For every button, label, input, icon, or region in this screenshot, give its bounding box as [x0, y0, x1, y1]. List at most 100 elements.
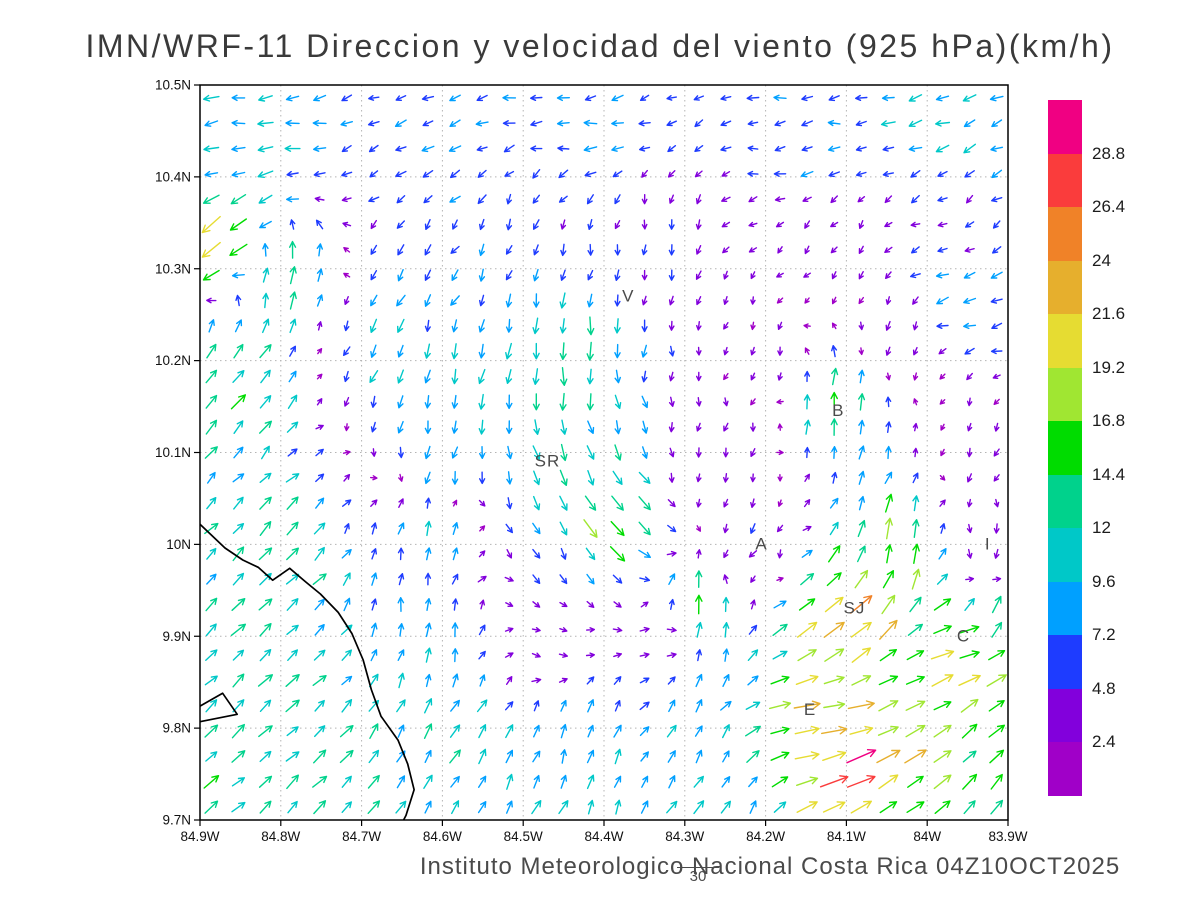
wind-arrow — [935, 95, 950, 102]
wind-arrow — [776, 297, 784, 304]
wind-arrow — [423, 195, 433, 204]
wind-arrow — [696, 549, 702, 559]
wind-arrow — [822, 801, 846, 813]
wind-arrow — [936, 322, 949, 329]
wind-arrow — [990, 271, 1003, 279]
wind-arrow — [397, 597, 405, 612]
wind-arrow — [749, 523, 756, 534]
wind-arrow — [533, 700, 540, 712]
wind-arrow — [505, 293, 513, 308]
wind-arrow — [367, 800, 381, 814]
wind-arrow — [821, 725, 848, 735]
wind-arrow — [369, 723, 379, 739]
wind-arrow — [695, 570, 703, 588]
colorbar-label: 24 — [1092, 250, 1111, 270]
wind-arrow — [204, 675, 218, 686]
wind-arrow — [831, 471, 838, 484]
wind-arrow — [506, 420, 513, 434]
wind-arrow — [424, 219, 431, 230]
wind-arrow — [967, 498, 973, 508]
wind-arrow — [831, 322, 837, 330]
wind-arrow — [316, 398, 323, 406]
wind-arrow — [425, 673, 432, 688]
wind-arrow — [777, 346, 783, 356]
wind-arrow — [587, 219, 594, 230]
wind-arrow — [777, 474, 783, 482]
colorbar-label: 2.4 — [1092, 732, 1116, 752]
wind-arrow — [287, 800, 298, 814]
wind-arrow — [667, 676, 676, 685]
axes: 84.9W 84.8W 84.7W 84.6W 84.5W 84.4W 84.3W 84.2W… — [155, 78, 1028, 845]
wind-arrow — [343, 320, 350, 332]
wind-arrow — [612, 170, 623, 178]
wind-arrow — [450, 245, 460, 254]
wind-arrow — [940, 448, 946, 457]
wind-arrow — [532, 522, 541, 535]
wind-arrow — [207, 471, 216, 484]
wind-arrow — [450, 699, 460, 712]
colorbar-label: 16.8 — [1092, 411, 1126, 431]
wind-arrow — [885, 396, 892, 408]
wind-arrow — [202, 194, 220, 204]
wind-arrow — [641, 244, 648, 256]
wind-arrow — [988, 700, 1005, 712]
wind-arrow — [884, 195, 893, 204]
wind-arrow — [695, 594, 703, 615]
wind-arrow — [560, 443, 568, 462]
wind-arrow — [748, 550, 758, 558]
wind-arrow — [261, 445, 270, 460]
wind-arrow — [641, 344, 648, 358]
wind-arrow — [231, 119, 246, 127]
wind-arrow — [583, 519, 598, 538]
wind-arrow — [667, 750, 676, 763]
wind-arrow — [317, 348, 323, 355]
coastline-path — [199, 692, 239, 723]
wind-arrow — [533, 774, 540, 789]
wind-arrow — [502, 94, 517, 102]
wind-arrow — [506, 471, 513, 485]
city-label: B — [832, 401, 844, 420]
wind-arrow — [231, 94, 246, 102]
wind-arrow — [776, 449, 784, 456]
wind-arrow — [745, 701, 761, 710]
wind-arrow — [206, 297, 217, 304]
wind-arrow — [801, 549, 813, 558]
wind-arrow — [905, 700, 926, 711]
wind-arrow — [556, 94, 570, 102]
wind-arrow — [558, 169, 569, 179]
footer-text: Instituto Meteorologico Nacional Costa R… — [419, 853, 1121, 880]
wind-arrow — [559, 574, 568, 585]
wind-arrow — [612, 627, 623, 633]
wind-arrow — [478, 419, 486, 435]
wind-arrow — [558, 195, 568, 203]
wind-arrow — [913, 398, 919, 406]
wind-arrow — [774, 145, 786, 152]
wind-arrow — [478, 748, 487, 765]
wind-arrow — [479, 446, 486, 459]
wind-arrow — [828, 545, 841, 563]
wind-arrow — [449, 119, 461, 127]
x-axis-label: 84.2W — [746, 829, 785, 844]
wind-arrow — [939, 523, 946, 534]
wind-arrow — [695, 219, 702, 230]
wind-arrow — [533, 470, 541, 486]
wind-arrow — [993, 498, 1000, 508]
wind-arrow — [641, 194, 648, 205]
wind-arrow — [449, 195, 461, 203]
wind-arrow — [828, 171, 840, 178]
wind-arrow — [398, 498, 404, 508]
wind-arrow — [370, 294, 378, 307]
wind-arrow — [505, 394, 513, 410]
wind-arrow — [694, 119, 704, 128]
wind-arrow — [827, 145, 841, 152]
wind-arrow — [884, 221, 893, 228]
wind-arrow — [878, 774, 899, 790]
wind-arrow — [314, 624, 325, 636]
wind-arrow — [614, 343, 621, 359]
wind-arrow — [233, 496, 244, 510]
wind-arrow — [722, 246, 730, 254]
wind-arrow — [451, 394, 459, 409]
city-label: V — [622, 286, 634, 305]
wind-arrow — [992, 246, 1002, 254]
wind-arrow — [963, 800, 976, 815]
